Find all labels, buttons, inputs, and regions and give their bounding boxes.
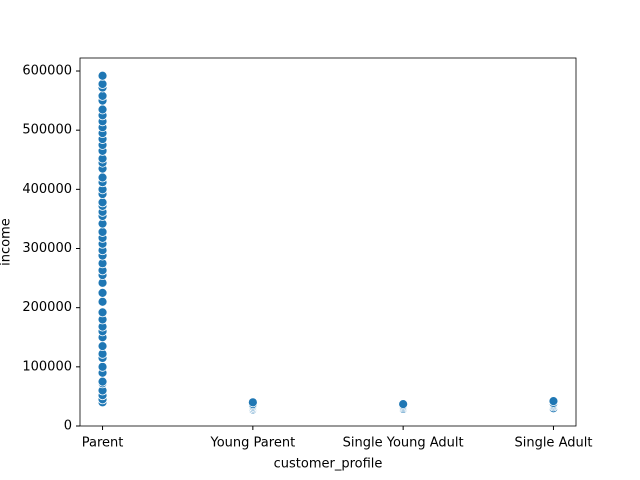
y-tick-label: 0 <box>64 419 72 434</box>
y-tick-label: 200000 <box>22 300 72 315</box>
point <box>97 197 108 208</box>
y-tick-label: 500000 <box>22 123 72 138</box>
point <box>97 90 108 101</box>
x-axis-label: customer_profile <box>274 457 383 472</box>
y-axis-label: income <box>0 218 14 266</box>
point <box>97 70 108 81</box>
x-tick-label: Young Parent <box>210 436 296 451</box>
point <box>97 341 108 352</box>
x-tick-label: Single Adult <box>514 436 592 451</box>
plot-frame <box>79 57 577 427</box>
point <box>97 287 108 298</box>
point <box>97 307 108 318</box>
point <box>97 104 108 115</box>
point <box>97 361 108 372</box>
point <box>97 376 108 387</box>
y-tick-label: 600000 <box>22 64 72 79</box>
point <box>548 396 559 407</box>
y-tick-label: 100000 <box>22 359 72 374</box>
point <box>247 397 258 408</box>
point <box>398 399 409 410</box>
point <box>97 172 108 183</box>
point <box>97 227 108 237</box>
x-tick-label: Parent <box>82 436 124 451</box>
x-tick-label: Single Young Adult <box>343 436 464 451</box>
point <box>97 296 108 307</box>
y-tick-label: 400000 <box>22 182 72 197</box>
point <box>97 79 108 89</box>
y-tick-label: 300000 <box>22 241 72 256</box>
